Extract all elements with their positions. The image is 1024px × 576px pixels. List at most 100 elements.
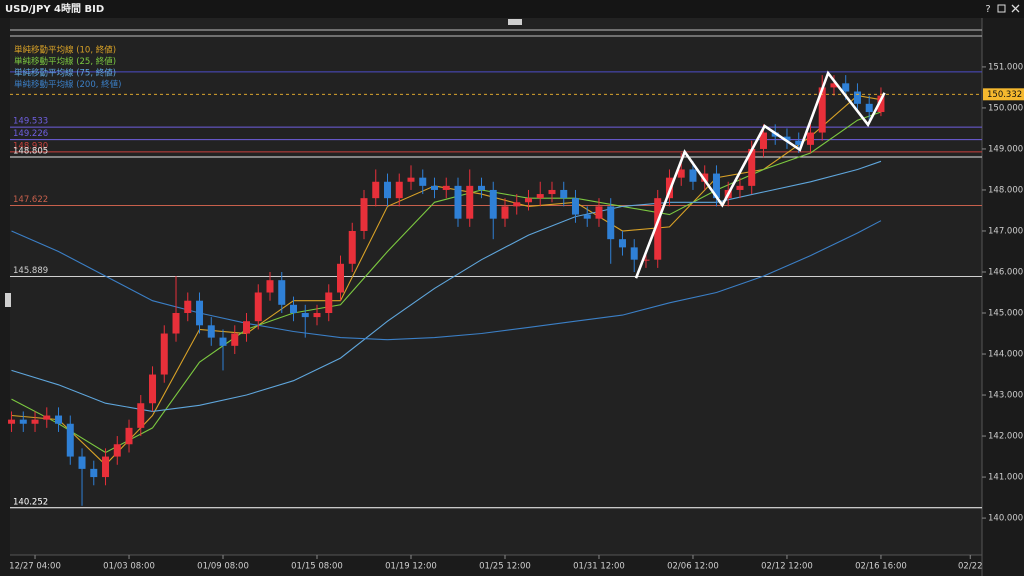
candle-body: [31, 419, 39, 424]
candle-body: [419, 177, 427, 186]
candle-body: [160, 333, 168, 375]
candle-body: [184, 300, 192, 314]
candle-body: [301, 313, 309, 318]
help-button[interactable]: ?: [985, 4, 990, 15]
y-tick-label: 140.000: [988, 514, 1023, 524]
y-tick-label: 150.000: [988, 103, 1023, 113]
left-handle[interactable]: [5, 293, 11, 307]
x-tick-label: 01/15 08:00: [291, 562, 343, 572]
candle-body: [642, 259, 650, 261]
candle-body: [66, 423, 74, 457]
candle-body: [43, 415, 51, 420]
candle-body: [759, 132, 767, 149]
x-tick-label: 01/19 12:00: [385, 562, 437, 572]
candle-body: [442, 185, 450, 190]
candle-body: [783, 136, 791, 141]
legend-entry: 単純移動平均線 (10, 終値): [14, 45, 116, 56]
candle-body: [830, 83, 838, 88]
candle-body: [865, 103, 873, 113]
candle-body: [618, 239, 626, 248]
candle-body: [712, 173, 720, 199]
candle-body: [818, 87, 826, 133]
candle-body: [137, 403, 145, 428]
y-tick-label: 146.000: [988, 267, 1023, 277]
candle-body: [795, 140, 803, 145]
candle-body: [231, 333, 239, 346]
candle-body: [853, 91, 861, 104]
y-tick-label: 148.000: [988, 185, 1023, 195]
candle-body: [806, 132, 814, 145]
candle-body: [407, 177, 415, 182]
candle-body: [348, 230, 356, 264]
y-tick-label: 149.000: [988, 144, 1023, 154]
x-tick-label: 01/03 08:00: [103, 562, 155, 572]
y-tick-label: 143.000: [988, 391, 1023, 401]
candle-body: [196, 300, 204, 326]
y-tick-label: 144.000: [988, 350, 1023, 360]
candle-body: [278, 280, 286, 305]
candle-body: [571, 198, 579, 215]
candle-body: [654, 198, 662, 260]
top-handle[interactable]: [508, 19, 522, 25]
candle-body: [254, 292, 262, 322]
candle-body: [477, 185, 485, 190]
plot-bg: [10, 18, 982, 555]
x-tick-label: 02/06 12:00: [667, 562, 719, 572]
legend-entry: 単純移動平均線 (25, 終値): [14, 56, 116, 67]
candle-body: [113, 444, 121, 457]
candle-body: [736, 185, 744, 190]
candle-body: [548, 189, 556, 195]
window-title: USD/JPY 4時間 BID: [5, 2, 104, 15]
candle-body: [243, 321, 251, 334]
y-tick-label: 151.000: [988, 62, 1023, 72]
candle-body: [877, 95, 885, 113]
moving-average: [11, 160, 882, 412]
level-label: 149.533: [13, 117, 48, 127]
candle-body: [454, 185, 462, 219]
candle-body: [513, 202, 521, 207]
candle-body: [102, 456, 110, 478]
y-tick-label: 147.000: [988, 226, 1023, 236]
candle-body: [337, 263, 345, 293]
candle-body: [689, 169, 697, 182]
candle-body: [8, 419, 16, 424]
y-tick-label: 145.000: [988, 309, 1023, 319]
candle-body: [78, 456, 86, 469]
level-label: 140.252: [13, 497, 48, 507]
maximize-button[interactable]: [997, 4, 1006, 13]
level-label: 149.226: [13, 129, 48, 139]
candle-body: [383, 181, 391, 199]
candle-body: [266, 280, 274, 293]
level-label: 148.930: [13, 141, 48, 151]
x-tick-label: 12/27 04:00: [9, 562, 61, 572]
zigzag-annotation: [634, 70, 886, 279]
candle-body: [560, 189, 568, 199]
candle-body: [219, 337, 227, 346]
x-tick-label: 02/16 16:00: [855, 562, 907, 572]
candle-body: [149, 374, 157, 404]
title-bar: [0, 0, 1024, 18]
level-label: 145.889: [13, 266, 48, 276]
candle-body: [290, 304, 298, 314]
y-tick-label: 142.000: [988, 432, 1023, 442]
candle-body: [360, 198, 368, 231]
level-label: 148.805: [13, 146, 48, 156]
level-label: 147.622: [13, 195, 48, 205]
candle-body: [125, 427, 133, 445]
legend-entry: 単純移動平均線 (200, 終値): [14, 79, 121, 90]
candle-body: [524, 198, 532, 203]
candle-body: [430, 185, 438, 190]
candle-body: [325, 292, 333, 314]
x-tick-label: 01/09 08:00: [197, 562, 249, 572]
legend-entry: 単純移動平均線 (75, 終値): [14, 68, 116, 79]
chart-layer: 140.000 141.000 142.000 143.000 144.000 145.0…: [8, 45, 1024, 572]
candle-body: [489, 189, 497, 219]
x-tick-label: 01/25 12:00: [479, 562, 531, 572]
close-button[interactable]: [1011, 4, 1020, 13]
y-tick-label: 141.000: [988, 473, 1023, 483]
candle-body: [395, 181, 403, 199]
candle-body: [748, 148, 756, 186]
x-tick-label: 02/22: [958, 562, 983, 572]
